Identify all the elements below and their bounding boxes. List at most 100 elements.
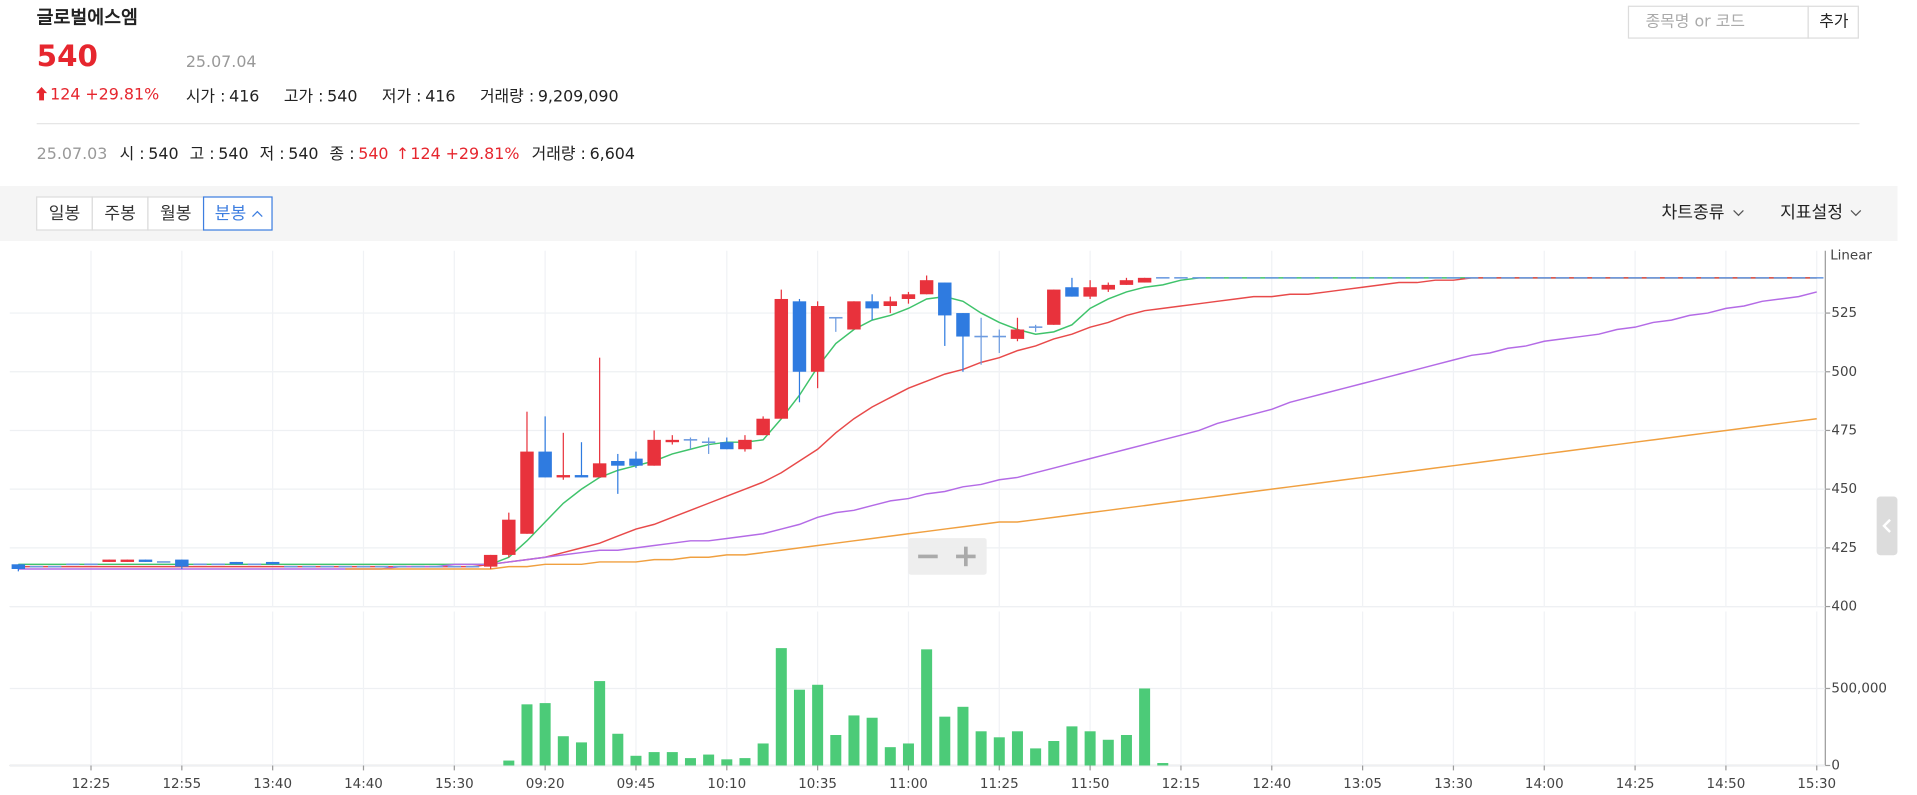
- x-tick-label: 15:30: [1797, 777, 1836, 792]
- candle-body: [865, 301, 879, 309]
- volume-bar: [1139, 688, 1151, 766]
- add-button[interactable]: [1807, 5, 1859, 39]
- volume-bar: [612, 733, 624, 766]
- prev-rate: +29.81%: [446, 144, 520, 163]
- prev-label: 시 :: [120, 144, 145, 163]
- candle-body: [265, 561, 280, 565]
- up-arrow: [36, 86, 48, 101]
- moving-average: [18, 277, 1817, 568]
- volume-bar: [557, 736, 569, 766]
- x-tick-label: 11:00: [889, 777, 928, 792]
- prev-label: 종 :: [330, 144, 355, 163]
- plot: [11, 275, 1824, 766]
- stat-value: 540: [327, 86, 357, 105]
- tab[interactable]: [91, 196, 149, 231]
- toolbar: [0, 185, 1898, 242]
- search-placeholder: 종목명 or 코드: [1646, 12, 1745, 31]
- x-tick-label: 12:40: [1252, 777, 1291, 792]
- x-tick-label: 14:00: [1525, 777, 1564, 792]
- y-tick-label: 500: [1831, 365, 1857, 380]
- x-tick-label: 15:30: [435, 777, 474, 792]
- chevron: [1882, 518, 1891, 533]
- y-tick-label: 475: [1831, 423, 1857, 438]
- candle-body: [592, 463, 607, 478]
- stat-label: 거래량 :: [480, 86, 534, 105]
- y-tick-label: 525: [1831, 306, 1857, 321]
- date: 25.07.04: [186, 52, 257, 71]
- volume-bar: [902, 743, 914, 766]
- candle-body: [1101, 284, 1116, 290]
- volume-bar: [975, 731, 987, 766]
- x-tick-label: 11:25: [980, 777, 1019, 792]
- stat-value: 416: [229, 86, 259, 105]
- prev-label: 고 :: [190, 144, 215, 163]
- volume-bar: [866, 717, 878, 766]
- volume-bar: [939, 716, 951, 766]
- stats: 시가 :416 고가 :540 저가 :416 거래량 :9,209,090: [186, 86, 619, 105]
- x-tick-label: 13:05: [1343, 777, 1382, 792]
- stock-name: 글로벌에스엠: [37, 8, 138, 29]
- candle-body: [102, 559, 116, 562]
- x-tick-label: 09:20: [526, 777, 565, 792]
- volume-bar: [757, 743, 769, 766]
- volume-bar: [739, 758, 751, 766]
- grid: [9, 250, 1826, 767]
- tab[interactable]: [147, 196, 205, 231]
- prev-close: 540: [358, 144, 388, 163]
- prev-label: 거래량 :: [532, 144, 586, 163]
- menu[interactable]: 차트종류: [1661, 203, 1724, 223]
- volume-bar: [1011, 731, 1023, 766]
- x-tick-label: 10:35: [798, 777, 837, 792]
- candle-body: [810, 306, 825, 372]
- prev-volume: 6,604: [590, 144, 635, 163]
- prev-value: 540: [148, 144, 178, 163]
- volume-bar: [848, 715, 860, 766]
- candle-body: [1083, 287, 1097, 297]
- candle-body: [938, 282, 952, 316]
- y-tick-label: 400: [1831, 600, 1857, 615]
- candle-body: [611, 460, 625, 466]
- tab[interactable]: [36, 196, 93, 231]
- candle-body: [847, 301, 861, 330]
- chevron: [1733, 210, 1744, 217]
- x-tick-label: 12:55: [162, 777, 201, 792]
- prev-change: 124: [410, 144, 440, 163]
- volume-bar: [812, 684, 824, 766]
- volume-bar: [1120, 734, 1132, 766]
- prev-label: 저 :: [260, 144, 285, 163]
- candle-body: [138, 559, 153, 562]
- candle-body: [919, 280, 934, 295]
- chevron: [1850, 210, 1862, 217]
- candle-body: [629, 458, 643, 466]
- x-tick-label: 12:15: [1162, 777, 1201, 792]
- volume-bar: [1030, 748, 1042, 766]
- volume-bar: [993, 737, 1005, 766]
- candle-body: [665, 439, 680, 443]
- x-tick-label: 10:10: [707, 777, 746, 792]
- tab-label: 월봉: [160, 204, 191, 224]
- volume-bar: [830, 734, 842, 766]
- volume-bar: [1102, 739, 1114, 766]
- volume-bar: [684, 758, 696, 766]
- prev-value: 540: [218, 144, 248, 163]
- menu[interactable]: 지표설정: [1780, 203, 1843, 223]
- volume-bar: [648, 752, 660, 766]
- change-value: 124: [50, 84, 80, 103]
- volume-bar: [575, 742, 587, 766]
- candle-body: [756, 418, 770, 436]
- tab[interactable]: [202, 196, 273, 231]
- add-button-label: 추가: [1819, 12, 1849, 31]
- x-tick-label: 12:25: [72, 777, 111, 792]
- candle-body: [11, 564, 26, 569]
- x-tick-label: 09:45: [617, 777, 656, 792]
- candle-body: [738, 439, 752, 450]
- side-toggle[interactable]: [1876, 496, 1898, 556]
- candle-body: [1137, 277, 1152, 283]
- candle-body: [483, 554, 498, 567]
- tab-label: 분봉: [215, 204, 246, 224]
- stat-label: 고가 :: [284, 86, 324, 105]
- volume-bar: [775, 648, 787, 766]
- candle-body: [1047, 289, 1061, 325]
